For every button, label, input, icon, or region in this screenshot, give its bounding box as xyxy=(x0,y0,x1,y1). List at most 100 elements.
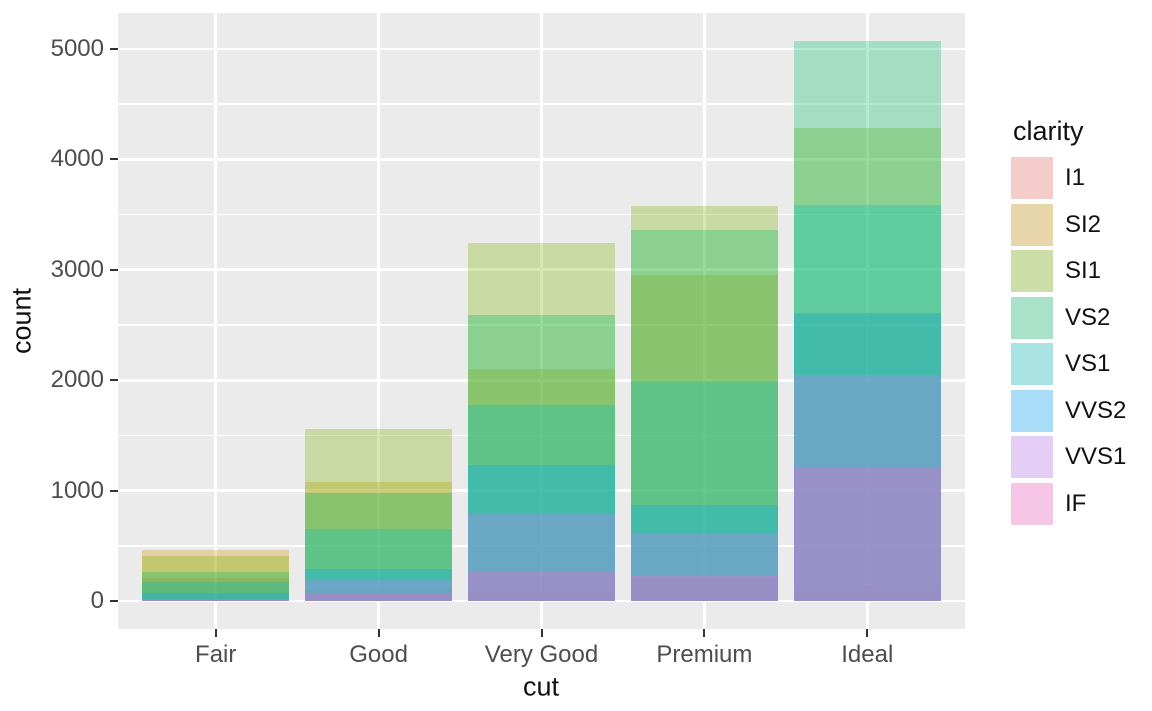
y-axis-tick-mark xyxy=(110,268,118,271)
legend-items: I1 SI2 SI1 VS2 VS1 VVS2 VVS1 IF xyxy=(1011,157,1126,525)
bar-very-good-si1 xyxy=(468,243,615,601)
legend-title: clarity xyxy=(1013,116,1084,146)
bar-fair-vs2 xyxy=(142,572,290,601)
bar-premium-vs1 xyxy=(630,381,778,601)
legend-item-if: IF xyxy=(1011,482,1126,525)
bar-very-good-vvs2 xyxy=(468,464,615,601)
bar-ideal-vvs2 xyxy=(793,313,941,601)
legend-label-vs2: VS2 xyxy=(1065,303,1111,331)
bar-ideal-si1 xyxy=(793,128,941,601)
y-axis-tick-mark xyxy=(110,379,118,382)
legend-key-swatch-vs1 xyxy=(1011,343,1053,385)
bar-fair-vs1 xyxy=(142,582,290,601)
bar-good-vvs1 xyxy=(305,580,453,601)
bar-good-vvs2 xyxy=(305,569,453,601)
bar-very-good-i1 xyxy=(468,591,615,601)
legend-key-if xyxy=(1011,482,1053,525)
bar-good-i1 xyxy=(305,590,453,601)
legend-label-vvs1: VVS1 xyxy=(1065,443,1127,470)
bar-good-vs1 xyxy=(305,529,453,601)
legend-key-si2 xyxy=(1011,203,1053,246)
legend-item-vvs1: VVS1 xyxy=(1011,436,1126,478)
y-axis-tick-label: 0 xyxy=(90,587,104,614)
legend-key-swatch-vs2 xyxy=(1011,296,1053,339)
bar-premium-si2 xyxy=(630,275,778,601)
legend-key-swatch-si2 xyxy=(1011,203,1053,246)
x-axis-tick-label: Ideal xyxy=(841,641,894,668)
bar-fair-si2 xyxy=(142,549,290,601)
legend-item-vs1: VS1 xyxy=(1011,343,1126,385)
legend-key-swatch-vvs2 xyxy=(1011,389,1053,432)
legend-key-vs1 xyxy=(1011,343,1053,385)
y-axis-tick-label: 2000 xyxy=(50,366,104,394)
gridline-major-x-premium xyxy=(702,13,706,629)
gridline-major-x-ideal xyxy=(865,13,869,629)
bar-good-if xyxy=(305,593,453,601)
y-axis-tick-label: 3000 xyxy=(50,255,104,283)
legend-item-vs2: VS2 xyxy=(1011,296,1126,339)
legend-item-i1: I1 xyxy=(1011,157,1126,199)
y-axis-tick-mark xyxy=(110,489,118,492)
bar-good-si1 xyxy=(305,428,453,601)
x-axis-tick-mark xyxy=(703,629,706,637)
bar-premium-vvs2 xyxy=(630,504,778,601)
legend-label-vvs2: VVS2 xyxy=(1065,396,1127,424)
legend-key-swatch-i1 xyxy=(1011,157,1053,199)
legend-item-si2: SI2 xyxy=(1011,203,1126,246)
bar-premium-i1 xyxy=(630,578,778,601)
legend-key-si1 xyxy=(1011,250,1053,292)
bar-ideal-vs1 xyxy=(793,204,941,601)
legend-key-swatch-if xyxy=(1011,482,1053,525)
bar-ideal-si2 xyxy=(793,314,941,601)
gridline-major-x-good xyxy=(377,13,380,629)
bar-ideal-vvs1 xyxy=(793,375,941,601)
bar-premium-vvs1 xyxy=(630,532,778,601)
bar-fair-vvs2 xyxy=(142,593,290,601)
bar-fair-vvs1 xyxy=(142,599,290,601)
bar-premium-si1 xyxy=(630,206,778,601)
legend-key-vvs2 xyxy=(1011,389,1053,432)
legend-label-si1: SI1 xyxy=(1065,257,1102,284)
legend-label-if: IF xyxy=(1065,489,1087,517)
gridline-major-x-very-good xyxy=(540,13,543,629)
x-axis-tick-label: Premium xyxy=(656,641,753,668)
bar-good-vs2 xyxy=(305,493,453,601)
legend-key-i1 xyxy=(1011,157,1053,199)
bar-premium-vs2 xyxy=(630,230,778,601)
x-axis-tick-mark xyxy=(540,629,543,637)
plot-panel xyxy=(118,13,965,629)
bar-fair-i1 xyxy=(142,577,290,601)
bar-very-good-vvs1 xyxy=(468,513,615,601)
x-axis-tick-mark xyxy=(377,629,380,637)
bar-very-good-if xyxy=(468,571,615,601)
x-axis-tick-mark xyxy=(214,629,217,637)
bar-very-good-si2 xyxy=(468,369,615,601)
x-axis-tick-label: Good xyxy=(349,641,408,668)
bar-ideal-i1 xyxy=(793,584,941,601)
y-axis-title: count xyxy=(6,287,37,355)
legend-key-vvs1 xyxy=(1011,436,1053,478)
legend-item-si1: SI1 xyxy=(1011,250,1126,292)
y-axis-tick-label: 4000 xyxy=(50,145,104,173)
y-axis-tick-label: 1000 xyxy=(50,476,104,504)
legend-label-i1: I1 xyxy=(1065,164,1086,191)
y-axis-tick-mark xyxy=(110,158,118,161)
y-axis-tick-mark xyxy=(110,600,118,602)
bar-good-si2 xyxy=(305,481,453,601)
legend-label-vs1: VS1 xyxy=(1065,350,1111,377)
legend-key-swatch-vvs1 xyxy=(1011,436,1053,478)
bar-premium-if xyxy=(630,575,778,601)
x-axis-tick-mark xyxy=(866,629,869,637)
bar-fair-si1 xyxy=(142,555,290,601)
legend-label-si2: SI2 xyxy=(1065,210,1102,238)
bar-ideal-vs2 xyxy=(793,41,941,601)
legend-key-vs2 xyxy=(1011,296,1053,339)
x-axis-tick-label: Fair xyxy=(195,641,237,668)
x-axis-tick-label: Very Good xyxy=(484,641,599,668)
bar-very-good-vs2 xyxy=(468,314,615,601)
legend-key-swatch-si1 xyxy=(1011,250,1053,292)
bar-fair-if xyxy=(142,600,290,601)
x-axis-title: cut xyxy=(522,671,560,702)
gridline-major-x-fair xyxy=(214,13,218,629)
